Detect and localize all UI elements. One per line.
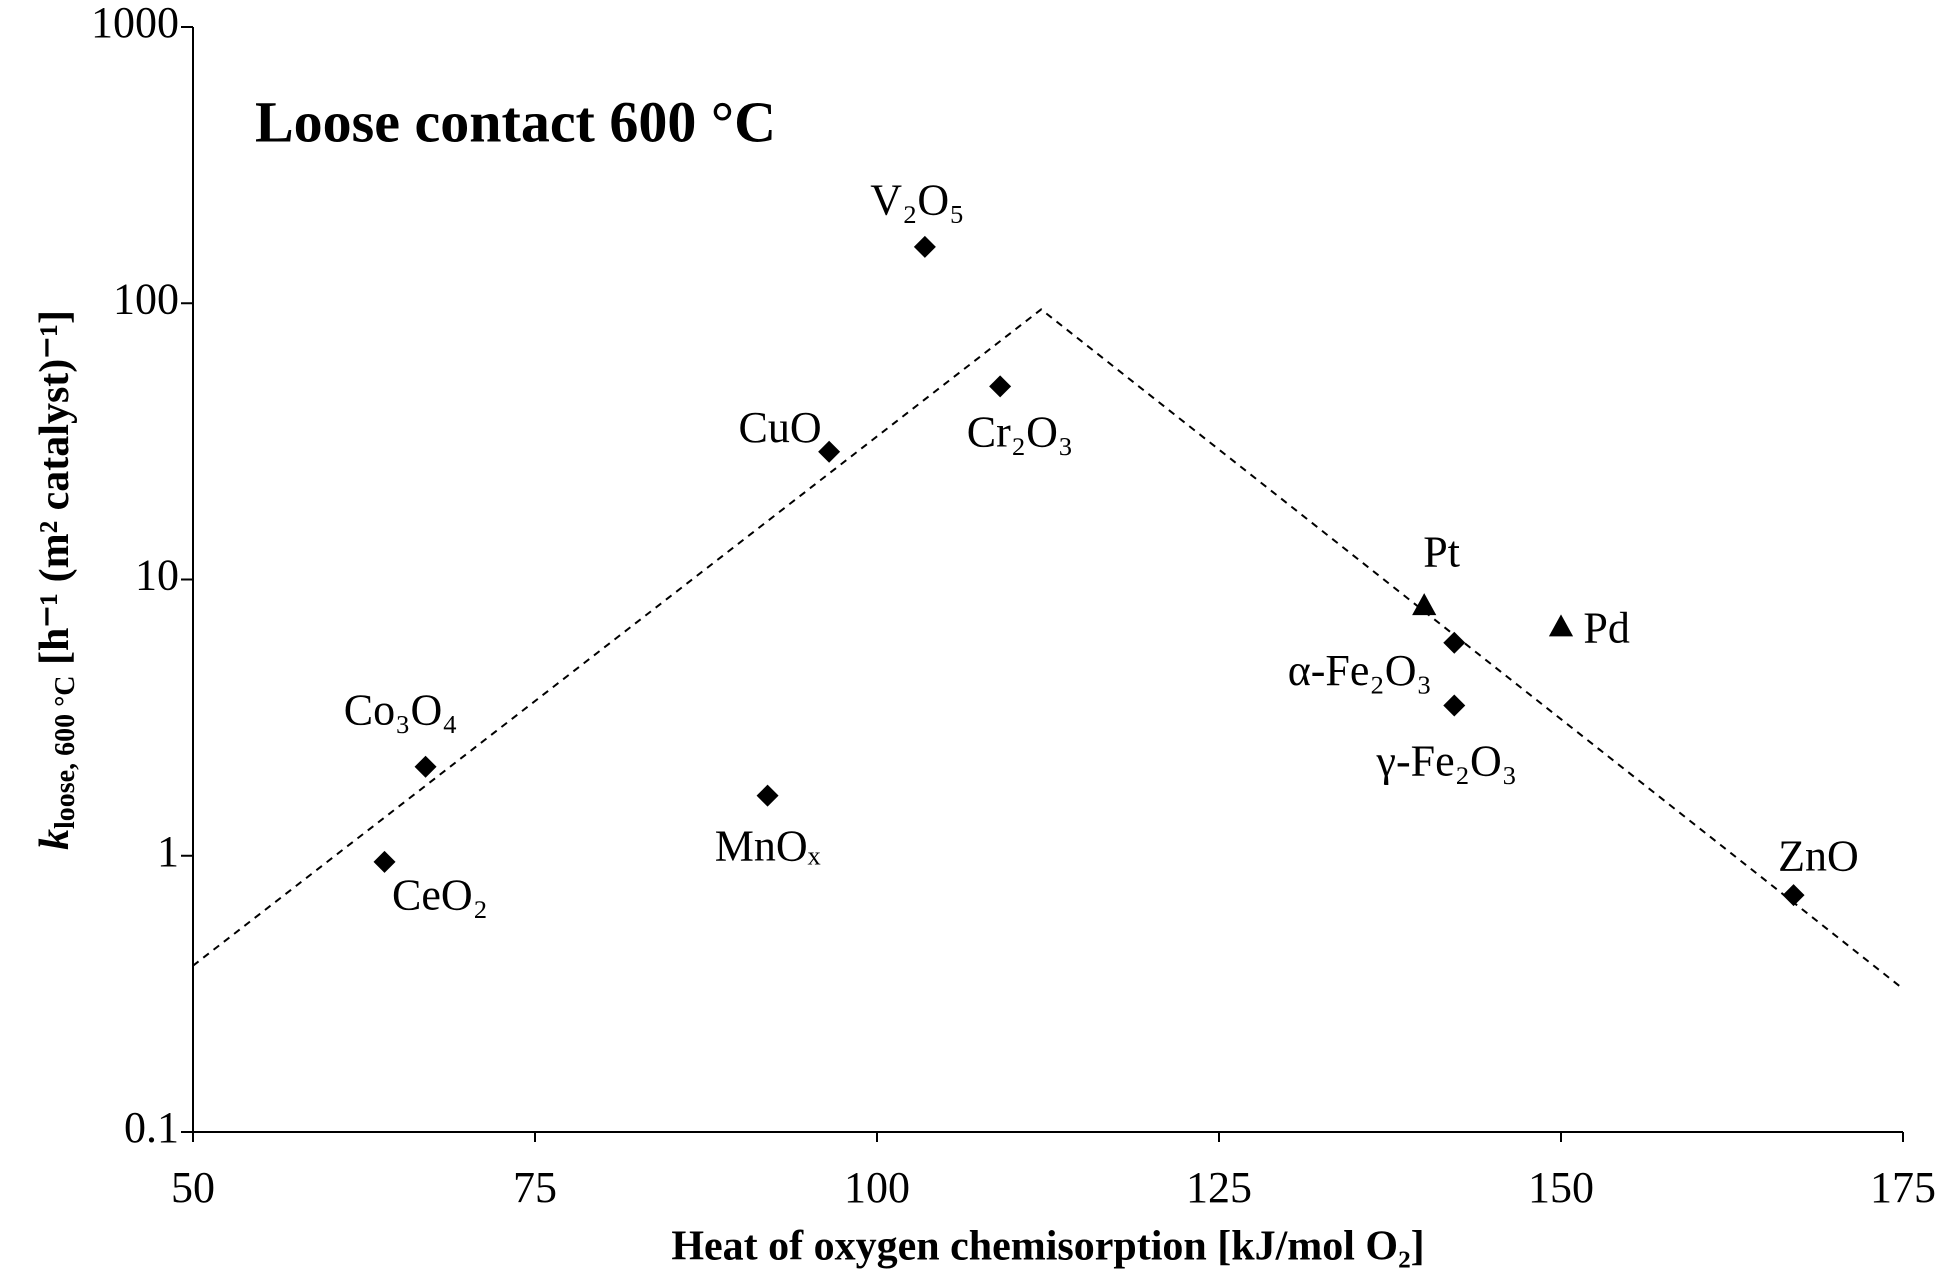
x-tick-label: 50 (171, 1163, 215, 1212)
y-label-subscript: loose, 600 °C (50, 676, 81, 830)
data-point (1548, 614, 1574, 637)
point-label: V₂O₅ (870, 176, 964, 225)
x-tick-label: 175 (1870, 1163, 1936, 1212)
data-point (818, 440, 841, 463)
point-label: Cr₂O₃ (967, 407, 1073, 456)
data-point (1443, 631, 1466, 654)
chart-title: Loose contact 600 °C (255, 89, 776, 154)
y-tick-label: 10 (135, 551, 179, 600)
point-label: ZnO (1778, 831, 1859, 880)
y-tick-label: 100 (113, 274, 179, 323)
data-point (414, 755, 437, 778)
data-point (1443, 694, 1466, 717)
data-point (913, 235, 936, 258)
point-label: γ-Fe₂O₃ (1376, 736, 1518, 785)
x-tick-label: 100 (844, 1163, 910, 1212)
y-axis-label: kloose, 600 °C [h⁻¹ (m² catalyst)⁻¹] (32, 310, 82, 850)
y-label-symbol: k (32, 829, 78, 850)
x-axis-label: Heat of oxygen chemisorption [kJ/mol O₂] (671, 1224, 1424, 1269)
data-point (1782, 884, 1805, 907)
point-label: Pd (1583, 604, 1629, 653)
trend-line (192, 308, 1904, 990)
point-label: CuO (739, 403, 822, 452)
y-label-unit: [h⁻¹ (m² catalyst)⁻¹] (32, 310, 78, 676)
y-tick-label: 1 (157, 827, 179, 876)
y-tick-label: 1000 (91, 0, 179, 47)
point-label: CeO₂ (392, 870, 488, 919)
point-label: Pt (1423, 528, 1460, 577)
y-tick-label: 0.1 (124, 1103, 179, 1152)
data-point (1412, 593, 1437, 616)
data-point (989, 375, 1012, 398)
point-label: α-Fe₂O₃ (1288, 646, 1432, 695)
x-tick-label: 150 (1528, 1163, 1594, 1212)
x-tick-label: 125 (1186, 1163, 1252, 1212)
data-point (756, 784, 779, 807)
point-label: MnOₓ (715, 822, 821, 871)
data-point (373, 850, 396, 873)
x-tick-label: 75 (513, 1163, 557, 1212)
point-label: Co₃O₄ (344, 686, 458, 735)
